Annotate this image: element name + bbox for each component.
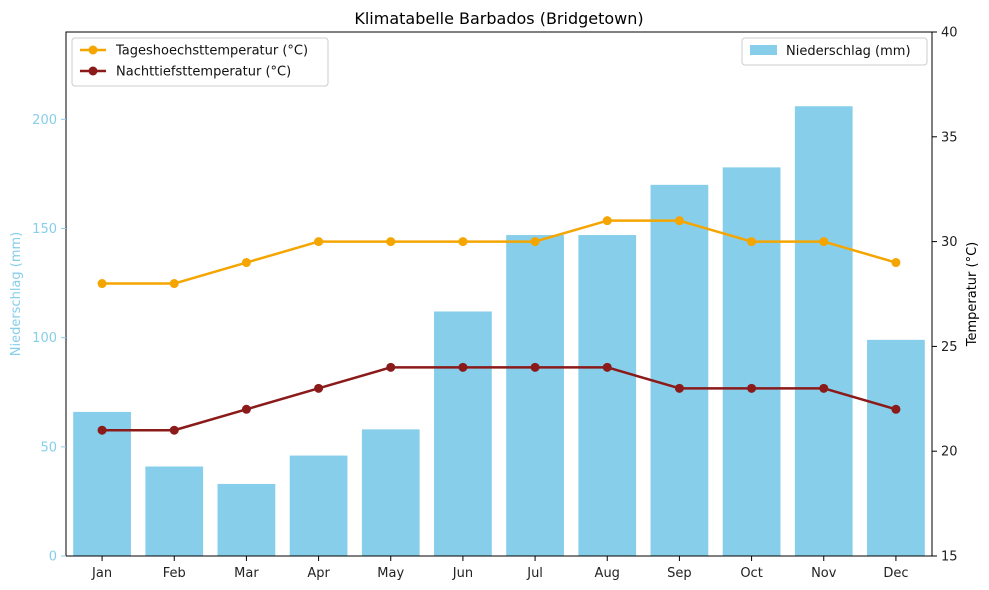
- bar-jan: [73, 411, 131, 556]
- series-1-point-oct: [747, 383, 757, 393]
- series-0-point-may: [386, 237, 396, 247]
- bar-jun: [434, 311, 492, 556]
- x-tick-label: Sep: [667, 566, 692, 581]
- legend-bar-swatch: [750, 45, 777, 55]
- legend-precipitation: Niederschlag (mm): [741, 37, 928, 66]
- x-tick-label: Jun: [452, 566, 473, 581]
- series-1-point-apr: [314, 383, 324, 393]
- bar-mar: [217, 483, 276, 556]
- legend-marker-swatch: [88, 66, 98, 76]
- legend-series-label: Nachttiefsttemperatur (°C): [116, 65, 291, 80]
- series-0-point-dec: [891, 258, 901, 268]
- bars-layer: [73, 106, 925, 557]
- bar-apr: [289, 455, 348, 556]
- series-line-0: [102, 219, 897, 285]
- right-tick-label: 25: [941, 340, 958, 355]
- series-0-point-jan: [97, 279, 107, 289]
- axes-layer: 0 50 100 150 200 15 20 25 30 35 40 Jan Feb Mar Apr May J…: [32, 26, 957, 582]
- legend-temperature-box: [71, 37, 329, 87]
- series-1-point-mar: [241, 404, 251, 414]
- series-0-point-sep: [674, 216, 684, 226]
- left-tick-label: 50: [40, 440, 57, 455]
- legend-bar-label: Niederschlag (mm): [786, 44, 911, 59]
- series-1-point-feb: [169, 425, 179, 435]
- x-tick-label: Aug: [595, 566, 620, 581]
- right-tick-label: 35: [941, 130, 958, 145]
- plot-frame: [65, 31, 933, 557]
- legend-series-label: Tageshoechsttemperatur (°C): [115, 44, 308, 59]
- series-0-point-jul: [530, 237, 540, 247]
- x-tick-label: Jul: [526, 566, 543, 581]
- series-line-1: [102, 366, 897, 432]
- legend-marker-swatch: [88, 45, 98, 55]
- series-0-point-jun: [458, 237, 468, 247]
- bar-aug: [578, 235, 637, 557]
- x-tick-label: Oct: [740, 566, 762, 581]
- right-tick-label: 40: [941, 26, 958, 41]
- x-tick-label: Dec: [883, 566, 908, 581]
- x-tick-label: Jan: [91, 566, 112, 581]
- chart-title: Klimatabelle Barbados (Bridgetown): [354, 9, 643, 28]
- x-tick-label: May: [377, 566, 404, 581]
- series-0-point-apr: [314, 237, 324, 247]
- left-tick-label: 200: [32, 113, 57, 128]
- bar-dec: [867, 339, 925, 556]
- series-1-point-jun: [458, 362, 468, 372]
- series-1-point-aug: [602, 362, 612, 372]
- x-tick-label: Feb: [163, 566, 186, 581]
- legend-precipitation-box: [741, 37, 928, 66]
- series-0-point-nov: [819, 237, 829, 247]
- bar-oct: [722, 167, 781, 556]
- series-0-point-aug: [602, 216, 612, 226]
- series-1-point-jul: [530, 362, 540, 372]
- series-1-point-sep: [674, 383, 684, 393]
- right-tick-label: 30: [941, 235, 958, 250]
- series-0-point-mar: [241, 258, 251, 268]
- left-axis-label: Niederschlag (mm): [9, 232, 24, 357]
- left-tick-label: 0: [49, 550, 57, 565]
- bar-sep: [650, 184, 709, 557]
- x-tick-label: Mar: [234, 566, 259, 581]
- series-1-point-dec: [891, 404, 901, 414]
- lines-layer: [97, 216, 901, 435]
- right-tick-label: 15: [941, 550, 958, 565]
- series-1-point-nov: [819, 383, 829, 393]
- bar-feb: [145, 466, 204, 556]
- x-tick-label: Apr: [307, 566, 330, 581]
- legend-temperature: Tageshoechsttemperatur (°C) Nachttiefstte…: [71, 37, 329, 87]
- series-1-point-jan: [97, 425, 107, 435]
- left-tick-label: 100: [32, 331, 57, 346]
- right-tick-label: 20: [941, 445, 958, 460]
- left-tick-label: 150: [32, 222, 57, 237]
- bar-nov: [794, 106, 853, 556]
- series-0-point-oct: [747, 237, 757, 247]
- series-1-point-may: [386, 362, 396, 372]
- series-0-point-feb: [169, 279, 179, 289]
- bar-may: [361, 429, 420, 556]
- x-tick-label: Nov: [811, 566, 837, 581]
- right-axis-label: Temperatur (°C): [965, 242, 980, 348]
- bar-jul: [506, 235, 564, 557]
